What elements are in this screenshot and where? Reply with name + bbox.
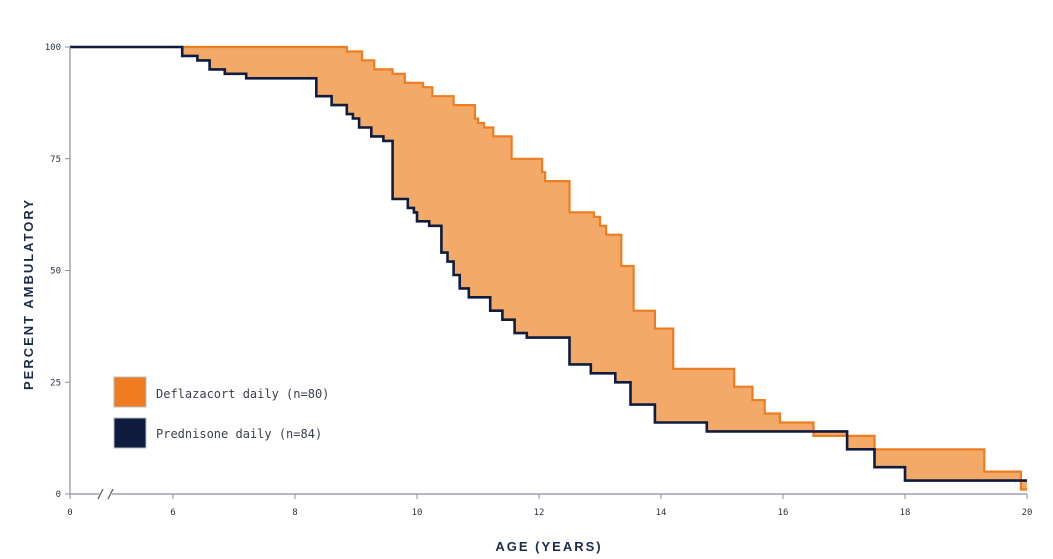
x-tick-label: 12 [534, 508, 545, 518]
legend-swatch-prednisone [113, 417, 147, 449]
y-tick-group: 0 25 50 75 100 [45, 43, 70, 500]
axis-break-marker [97, 488, 114, 500]
legend-label-deflazacort: Deflazacort daily (n=80) [156, 387, 329, 401]
x-tick-label: 10 [412, 508, 423, 518]
x-tick-label: 14 [656, 508, 667, 518]
y-tick-label: 75 [50, 155, 61, 165]
y-tick-label: 100 [45, 43, 61, 53]
prednisone-curve [70, 45, 1027, 482]
y-tick-label: 50 [50, 267, 61, 277]
x-tick-label: 20 [1022, 508, 1033, 518]
y-tick-label: 0 [56, 490, 61, 500]
y-tick-label: 25 [50, 378, 61, 388]
x-tick-label: 16 [778, 508, 789, 518]
x-tick-label: 18 [900, 508, 911, 518]
x-axis-title: AGE (YEARS) [495, 539, 602, 554]
legend: Deflazacort daily (n=80) Prednisone dail… [113, 376, 329, 449]
x-tick-label: 6 [170, 508, 175, 518]
x-tick-label: 0 [67, 508, 72, 518]
x-tick-label: 8 [292, 508, 297, 518]
y-axis-title: PERCENT AMBULATORY [21, 198, 36, 390]
deflazacort-curve [70, 45, 1027, 491]
x-tick-group: 0 6 8 10 12 14 16 18 20 [67, 494, 1032, 518]
legend-swatch-deflazacort [113, 376, 147, 408]
legend-label-prednisone: Prednisone daily (n=84) [156, 427, 322, 441]
survival-gap-area [70, 47, 1027, 490]
